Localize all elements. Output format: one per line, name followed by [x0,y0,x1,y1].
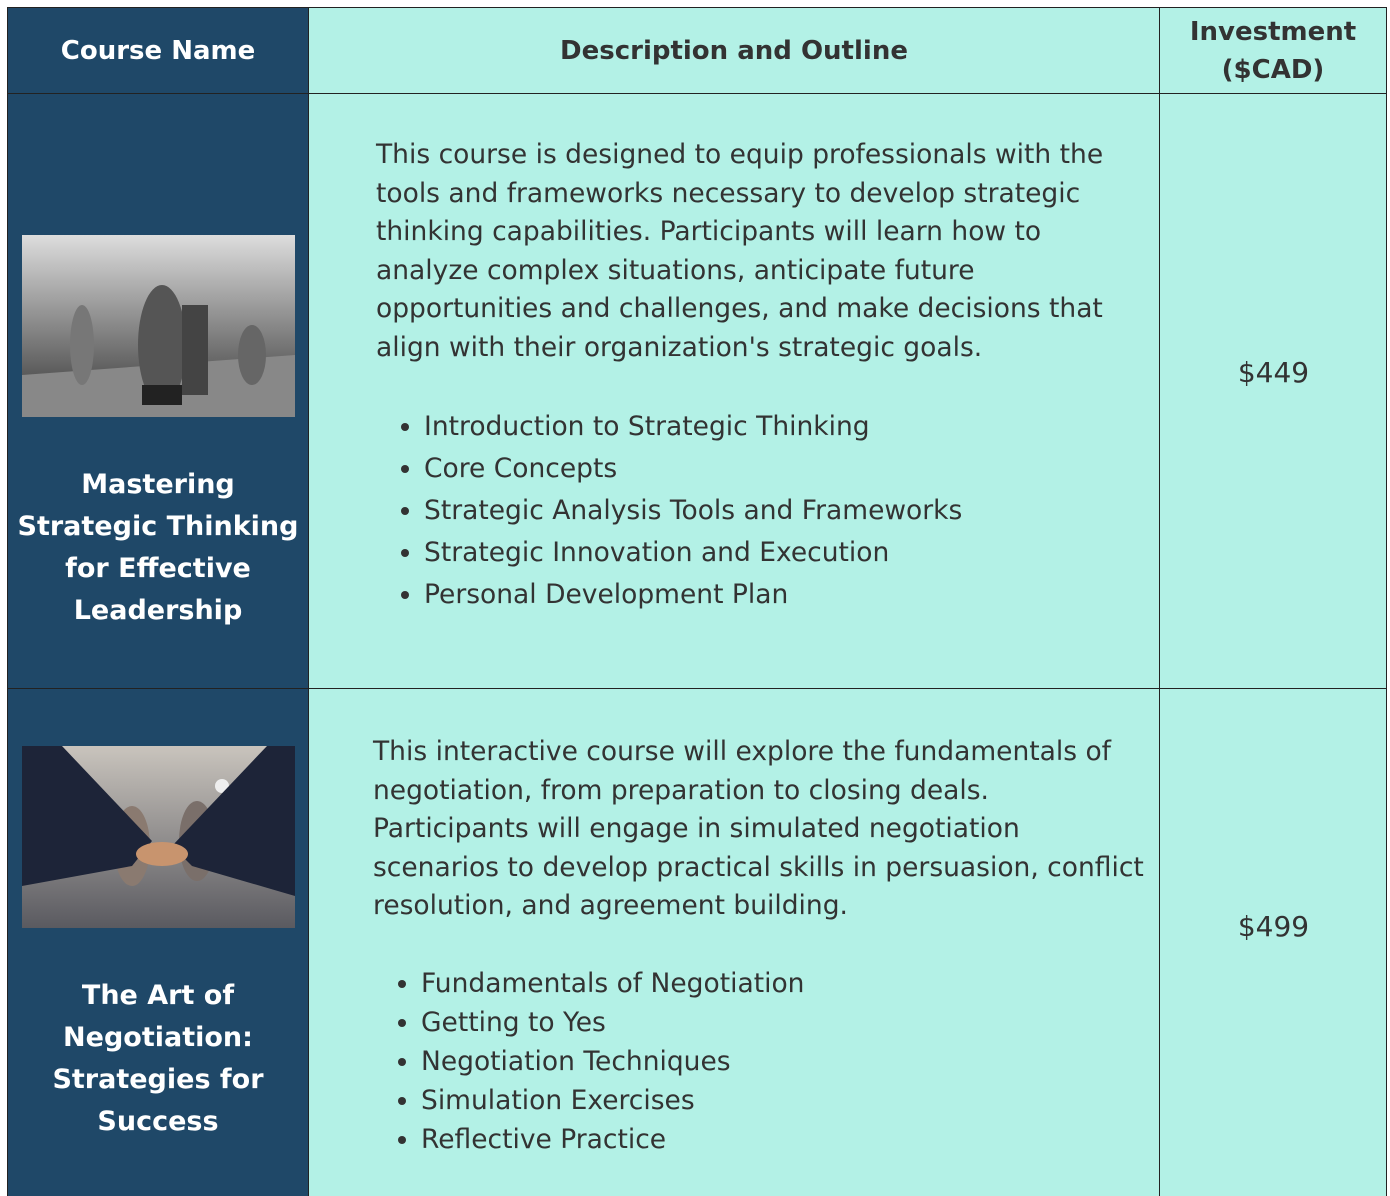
description: This interactive course will explore the… [373,736,1144,921]
outline-item: Strategic Analysis Tools and Frameworks [424,490,962,532]
description: This course is designed to equip profess… [376,139,1104,363]
outline-item: Strategic Innovation and Execution [424,532,962,574]
header-text: Investment ($CAD) [1189,16,1357,85]
name-cell: The Art of Negotiation: Strategies for S… [7,688,309,1196]
handshake-image [22,746,295,928]
chess-image [22,235,295,417]
outline-list: Fundamentals of Negotiation Getting to Y… [373,964,804,1159]
outline-item: Reflective Practice [421,1120,804,1159]
course-name: Mastering Strategic Thinking for Effecti… [17,469,299,626]
outline-item: Getting to Yes [421,1003,804,1042]
outline-item: Negotiation Techniques [421,1042,804,1081]
outline-item: Personal Development Plan [424,574,962,616]
price-cell: $499 [1159,688,1387,1196]
header-text: Description and Outline [560,35,908,66]
outline-item: Core Concepts [424,448,962,490]
price: $449 [1237,356,1310,389]
course-name: The Art of Negotiation: Strategies for S… [52,980,264,1137]
header-text: Course Name [60,35,256,66]
price: $499 [1237,910,1310,943]
outline-list: Introduction to Strategic Thinking Core … [376,406,962,616]
outline-item: Fundamentals of Negotiation [421,964,804,1003]
outline-item: Introduction to Strategic Thinking [424,406,962,448]
price-cell: $449 [1159,93,1387,689]
description-cell: This course is designed to equip profess… [308,93,1160,689]
description-cell: This interactive course will explore the… [308,688,1160,1196]
name-cell: Mastering Strategic Thinking for Effecti… [7,93,309,689]
header-cell: Description and Outline [308,7,1160,94]
header-cell: Investment ($CAD) [1159,7,1387,94]
header-cell: Course Name [7,7,309,94]
outline-item: Simulation Exercises [421,1081,804,1120]
